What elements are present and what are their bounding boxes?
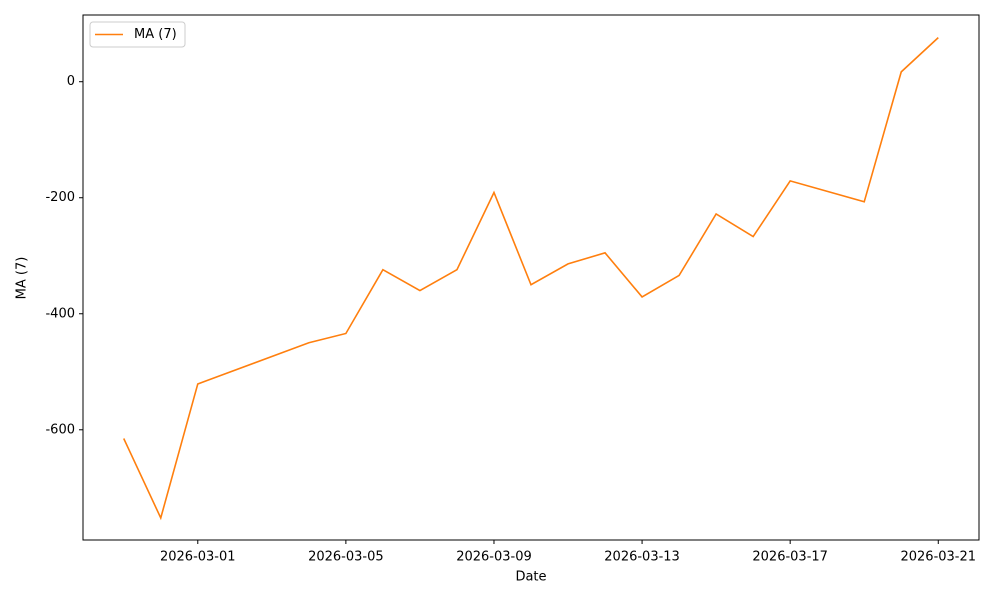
x-tick-label: 2026-03-01 [160,550,236,565]
x-tick-label: 2026-03-17 [752,550,828,565]
x-axis-label: Date [515,570,546,585]
x-tick-label: 2026-03-05 [308,550,384,565]
y-tick-label: -600 [45,422,75,437]
y-axis-label: MA (7) [15,257,30,300]
y-tick-label: -200 [45,190,75,205]
y-tick-label: -400 [45,306,75,321]
x-tick-label: 2026-03-21 [900,550,976,565]
y-tick-label: 0 [67,74,75,89]
plot-frame [82,14,980,541]
legend-box [89,21,186,48]
line [123,37,939,521]
x-tick-label: 2026-03-13 [604,550,680,565]
legend-label: MA (7) [134,27,177,42]
x-tick-label: 2026-03-09 [456,550,532,565]
